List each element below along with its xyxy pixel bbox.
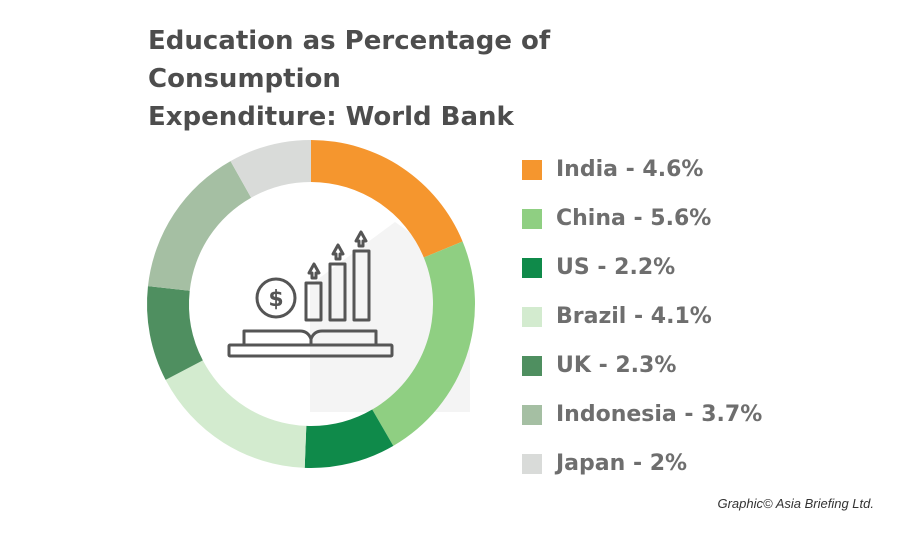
chart-title-line-1: Education as Percentage of Consumption: [148, 26, 551, 94]
legend-label: UK - 2.3%: [556, 353, 677, 378]
legend-item-brazil: Brazil - 4.1%: [522, 292, 762, 341]
slice-brazil: [165, 360, 307, 468]
chart-title-line-2: Expenditure: World Bank: [148, 102, 514, 132]
legend-swatch: [522, 257, 542, 278]
legend-label: Japan - 2%: [556, 451, 688, 476]
legend-item-japan: Japan - 2%: [522, 439, 762, 488]
dollar-sign-icon: $: [268, 287, 283, 312]
legend-label: China - 5.6%: [556, 206, 712, 231]
slice-us: [304, 409, 394, 468]
slice-japan: [230, 140, 311, 198]
legend-item-us: US - 2.2%: [522, 243, 762, 292]
donut-slices: [147, 140, 475, 468]
legend-label: India - 4.6%: [556, 157, 704, 182]
chart-legend: India - 4.6% China - 5.6% US - 2.2% Brazil …: [522, 145, 762, 488]
graphic-credit: Graphic© Asia Briefing Ltd.: [717, 496, 874, 511]
legend-swatch: [522, 453, 542, 474]
legend-label: Brazil - 4.1%: [556, 304, 712, 329]
legend-swatch: [522, 306, 542, 327]
slice-uk: [147, 286, 203, 380]
legend-item-uk: UK - 2.3%: [522, 341, 762, 390]
legend-item-indonesia: Indonesia - 3.7%: [522, 390, 762, 439]
legend-swatch: [522, 159, 542, 180]
chart-title: Education as Percentage of Consumption E…: [148, 22, 748, 136]
slice-indonesia: [147, 161, 252, 291]
legend-swatch: [522, 355, 542, 376]
slice-india: [311, 140, 463, 258]
education-growth-icon: [227, 230, 394, 358]
legend-label: Indonesia - 3.7%: [556, 402, 763, 427]
legend-item-india: India - 4.6%: [522, 145, 762, 194]
slice-china: [372, 241, 475, 446]
legend-label: US - 2.2%: [556, 255, 676, 280]
legend-swatch: [522, 404, 542, 425]
legend-item-china: China - 5.6%: [522, 194, 762, 243]
legend-swatch: [522, 208, 542, 229]
